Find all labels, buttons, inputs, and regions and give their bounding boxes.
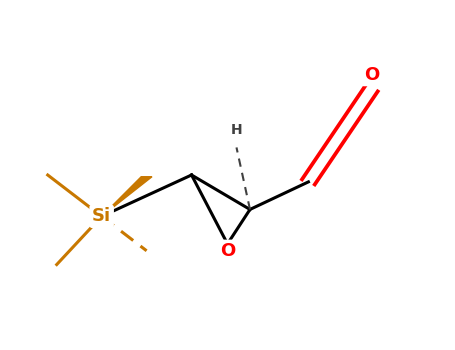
Text: H: H — [231, 123, 243, 137]
Text: O: O — [364, 66, 379, 84]
Text: Si: Si — [92, 207, 111, 225]
Polygon shape — [101, 177, 152, 216]
Text: O: O — [220, 242, 235, 260]
